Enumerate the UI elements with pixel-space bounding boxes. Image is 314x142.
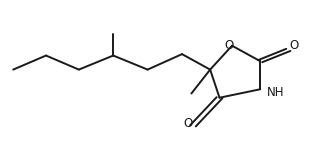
Text: O: O xyxy=(290,39,299,52)
Text: NH: NH xyxy=(266,86,284,99)
Text: O: O xyxy=(184,117,193,130)
Text: O: O xyxy=(224,39,234,52)
